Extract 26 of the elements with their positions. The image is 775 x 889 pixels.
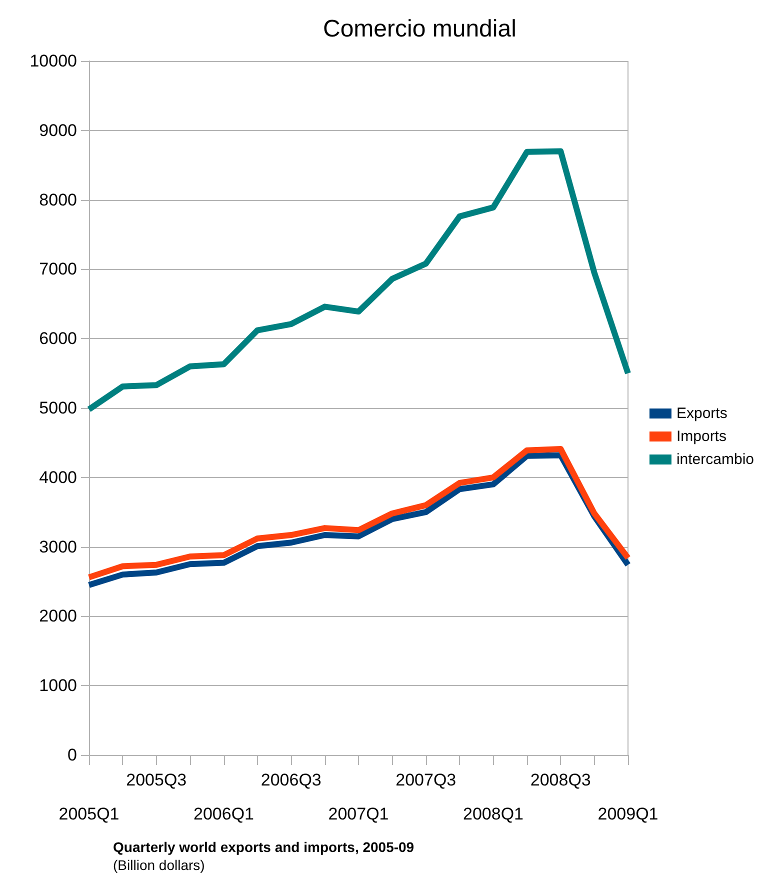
x-tick-label: 2008Q1 (463, 804, 524, 824)
y-tick-label: 1000 (39, 676, 77, 696)
x-tick-label: 2007Q3 (396, 770, 456, 790)
text: Quarterly world exports and imports, 2005-09 (113, 839, 414, 855)
x-tick-label: 2009Q1 (598, 804, 658, 824)
legend-label: Exports (676, 405, 728, 422)
x-tick-label: 2005Q3 (126, 770, 187, 790)
y-tick-label: 2000 (39, 606, 77, 626)
y-tick-label: 0 (68, 746, 77, 764)
x-tick-label: 2007Q1 (328, 804, 389, 824)
legend-label: intercambio (676, 451, 754, 468)
y-tick-label: 5000 (39, 398, 77, 418)
x-tick-label: 2005Q1 (58, 804, 120, 824)
text: (Billion dollars) (113, 857, 205, 873)
x-tick-label: 2008Q3 (530, 770, 591, 790)
x-tick-label: 2006Q3 (260, 770, 322, 790)
y-tick-label: 6000 (39, 329, 77, 348)
y-tick-label: 3000 (39, 537, 77, 556)
y-tick-label: 7000 (39, 260, 77, 279)
x-tick-label: 2006Q1 (194, 804, 254, 824)
chart-title: Comercio mundial (323, 16, 516, 42)
y-tick-label: 8000 (39, 190, 77, 210)
y-tick-label: 9000 (39, 120, 77, 140)
y-tick-label: 10000 (30, 52, 77, 70)
y-tick-label: 4000 (39, 468, 77, 487)
legend-label: Imports (676, 428, 726, 445)
